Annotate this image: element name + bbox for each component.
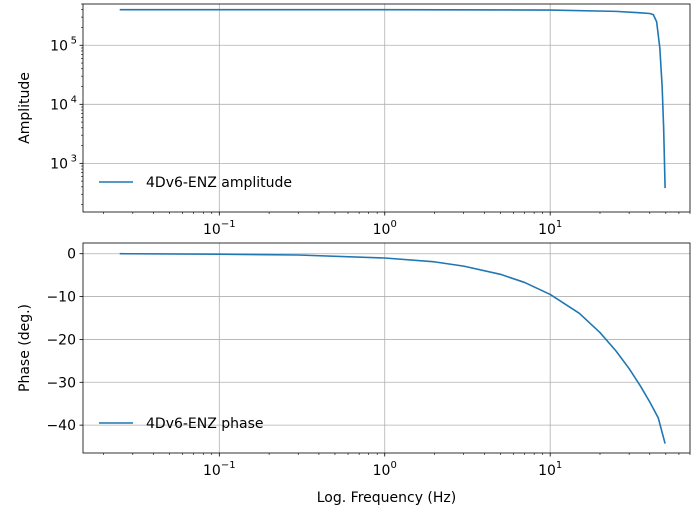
y-axis-label: Phase (deg.) [17, 304, 33, 392]
x-tick-label: 10−1 [203, 219, 236, 238]
y-tick-exponent: 5 [71, 35, 77, 46]
y-tick-label: −30 [46, 375, 76, 391]
x-tick-label: 101 [538, 219, 562, 238]
y-tick-exponent: 3 [71, 153, 77, 164]
x-tick-label: 10−1 [203, 460, 236, 479]
x-tick-exponent: −1 [221, 219, 236, 230]
y-tick-base: 10 [50, 38, 68, 54]
x-tick-exponent: 1 [556, 460, 562, 471]
x-tick-exponent: 0 [390, 460, 396, 471]
x-tick-label: 100 [373, 219, 397, 238]
y-tick-label: −20 [46, 332, 76, 348]
series-line [119, 252, 666, 444]
y-tick-label: −40 [46, 418, 76, 434]
x-tick-exponent: 0 [390, 219, 396, 230]
x-axis-label: Log. Frequency (Hz) [317, 490, 456, 506]
y-axis-label: Amplitude [17, 72, 33, 144]
legend-label: 4Dv6-ENZ phase [146, 416, 264, 432]
axes-frame [82, 242, 691, 454]
x-tick-base: 10 [373, 463, 391, 479]
y-tick-base: 10 [50, 156, 68, 172]
y-tick-label: −10 [46, 290, 76, 306]
x-tick-base: 10 [373, 222, 391, 238]
x-tick-base: 10 [538, 463, 556, 479]
y-tick-exponent: 4 [71, 94, 77, 105]
x-tick-label: 100 [373, 460, 397, 479]
series-line [119, 8, 666, 189]
legend: 4Dv6-ENZ phase [99, 416, 264, 432]
legend: 4Dv6-ENZ amplitude [99, 175, 292, 191]
x-tick-base: 10 [203, 463, 221, 479]
x-tick-label: 101 [538, 460, 562, 479]
y-tick-base: 10 [50, 97, 68, 113]
axes-frame [82, 3, 691, 213]
legend-label: 4Dv6-ENZ amplitude [146, 175, 292, 191]
x-tick-exponent: 1 [556, 219, 562, 230]
y-tick-label: 10 3 [50, 153, 77, 172]
x-tick-exponent: −1 [221, 460, 236, 471]
x-tick-base: 10 [203, 222, 221, 238]
x-tick-base: 10 [538, 222, 556, 238]
y-tick-label: 10 5 [50, 35, 77, 54]
y-tick-label: 10 4 [50, 94, 77, 113]
y-tick-label: 0 [67, 247, 76, 263]
